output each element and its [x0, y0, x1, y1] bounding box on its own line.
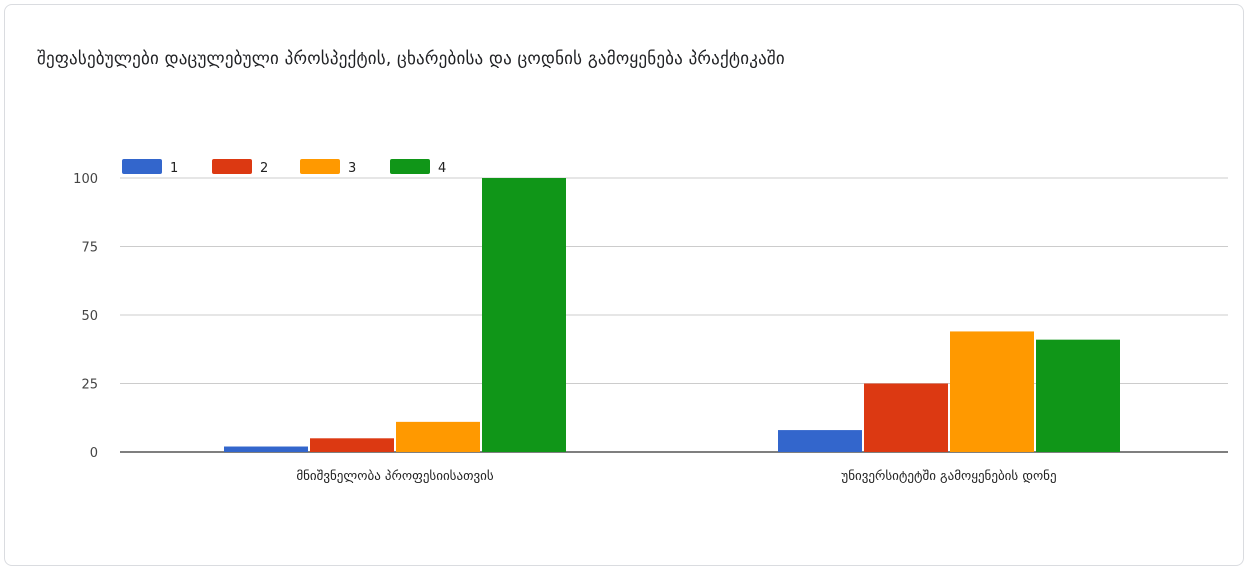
- x-category-label: უნივერსიტეტში გამოყენების დონე: [841, 469, 1056, 484]
- y-tick-label: 0: [90, 446, 98, 461]
- legend-label-1[interactable]: 1: [170, 161, 178, 176]
- y-tick-label: 50: [81, 309, 98, 324]
- legend-label-2[interactable]: 2: [260, 161, 268, 176]
- legend-swatch-3[interactable]: [300, 159, 340, 174]
- bar-series-2-category-1[interactable]: [310, 438, 394, 452]
- y-tick-label: 25: [81, 378, 98, 393]
- legend-swatch-2[interactable]: [212, 159, 252, 174]
- legend: 1 2 3 4: [122, 159, 446, 176]
- legend-label-4[interactable]: 4: [438, 161, 446, 176]
- bar-series-2-category-2[interactable]: [864, 383, 948, 453]
- bar-series-1-category-2[interactable]: [778, 430, 862, 452]
- bar-series-3-category-2[interactable]: [950, 331, 1034, 452]
- x-category-label: მნიშვნელობა პროფესიისათვის: [296, 469, 494, 484]
- legend-label-3[interactable]: 3: [348, 161, 356, 176]
- bar-series-4-category-2[interactable]: [1036, 339, 1120, 452]
- y-tick-label: 100: [73, 172, 98, 187]
- y-axis-ticks: 0 25 50 75 100: [73, 172, 98, 461]
- bars: [224, 178, 1120, 452]
- chart-title: შეფასებულები დაცულებული პროსპექტის, ცხარ…: [37, 49, 785, 69]
- bar-series-1-category-1[interactable]: [224, 446, 308, 452]
- bar-series-3-category-1[interactable]: [396, 421, 480, 452]
- x-axis-categories: მნიშვნელობა პროფესიისათვის უნივერსიტეტში …: [296, 469, 1056, 484]
- legend-swatch-4[interactable]: [390, 159, 430, 174]
- chart-card: შეფასებულები დაცულებული პროსპექტის, ცხარ…: [4, 4, 1244, 566]
- y-tick-label: 75: [81, 241, 98, 256]
- bar-series-4-category-1[interactable]: [482, 178, 566, 452]
- legend-swatch-1[interactable]: [122, 159, 162, 174]
